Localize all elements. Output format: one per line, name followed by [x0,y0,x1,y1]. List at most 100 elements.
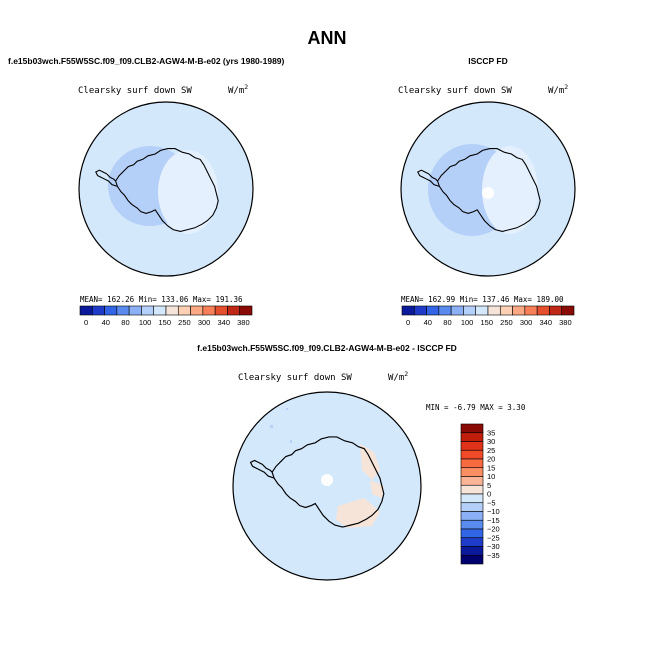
colorbar-model-tick-label: 150 [159,318,172,327]
colorbar-model-tick-label: 300 [198,318,211,327]
colorbar-diff-tick-label: −5 [487,498,496,507]
map-obs [401,102,575,276]
colorbar-diff-swatch [460,449,484,460]
map-obs-border [400,101,576,277]
colorbar-obs-tick-label: 80 [443,318,451,327]
colorbar-obs-swatch [463,305,477,316]
panel-obs-units: W/m2 [548,83,568,96]
colorbar-diff-tick-label: −15 [487,516,500,525]
colorbar-model-swatch [153,305,167,316]
colorbar-obs-tick-label: 340 [539,318,552,327]
colorbar-diff-swatch [460,423,484,434]
colorbar-obs-swatch [475,305,489,316]
colorbar-model-tick-label: 380 [237,318,250,327]
map-diff-pole-hole [321,474,333,486]
colorbar-model-swatch [202,305,216,316]
colorbar-model-swatch [227,305,241,316]
map-diff-dot-1 [270,425,273,428]
colorbar-model-swatch [214,305,228,316]
colorbar-obs-tick-label: 40 [424,318,432,327]
panel-model: f.e15b03wch.F55W5SC.f09_f09.CLB2-AGW4-M-… [8,56,285,327]
colorbar-model: 0 40 80 100 150 250 300 340 380 [79,305,253,327]
colorbar-model-tick-label: 340 [217,318,230,327]
colorbar-obs-swatch [413,305,427,316]
map-diff-border [232,391,422,581]
figure-title: ANN [308,28,347,48]
colorbar-obs: 0 40 80 100 150 250 300 340 380 [401,305,575,327]
map-diff-warm-south [336,498,380,528]
colorbar-diff-swatch [460,458,484,469]
panel-diff-minmax: MIN = -6.79 MAX = 3.30 [426,403,526,412]
map-diff-warm-east [360,444,380,480]
colorbar-diff-tick-label: 15 [487,463,495,472]
colorbar-obs-swatch [450,305,464,316]
colorbar-diff-swatch [460,528,484,539]
colorbar-obs-tick-label: 380 [559,318,572,327]
colorbar-obs-tick-label: 100 [461,318,474,327]
colorbar-diff-swatch [460,502,484,512]
colorbar-obs-swatch [401,305,415,316]
panel-diff-units: W/m2 [388,370,408,383]
colorbar-diff-tick-label: −35 [487,551,500,560]
colorbar-model-swatch [239,305,253,316]
colorbar-obs-swatch [536,305,550,316]
colorbar-obs-tick-label: 0 [406,318,410,327]
colorbar-obs-swatch [561,305,575,316]
colorbar-obs-swatch [487,305,501,316]
colorbar-obs-swatch [438,305,452,316]
colorbar-diff-tick-label: 10 [487,472,495,481]
colorbar-model-tick-label: 250 [178,318,191,327]
colorbar-diff-swatch [460,493,484,504]
panel-obs-variable: Clearsky surf down SW [398,86,512,96]
colorbar-model-swatch [128,305,142,316]
panel-model-header: f.e15b03wch.F55W5SC.f09_f09.CLB2-AGW4-M-… [8,56,285,66]
colorbar-model-swatch [190,305,204,316]
colorbar-obs-swatch [524,305,538,316]
colorbar-model-swatch [104,305,118,316]
colorbar-diff-swatch [460,476,484,486]
colorbar-model-tick-label: 100 [139,318,152,327]
colorbar-model-swatch [177,305,191,316]
colorbar-obs-tick-label: 150 [481,318,494,327]
panel-diff-header: f.e15b03wch.F55W5SC.f09_f09.CLB2-AGW4-M-… [197,343,457,353]
panel-model-units: W/m2 [228,83,248,96]
colorbar-diff-swatch [460,484,484,495]
colorbar-diff-swatch [460,432,484,442]
panel-obs-header: ISCCP FD [468,56,508,66]
map-model [79,102,253,276]
map-diff [233,392,421,580]
colorbar-diff-swatch [460,441,484,451]
colorbar-model-tick-label: 0 [84,318,88,327]
colorbar-diff-tick-label: 5 [487,481,491,490]
panel-obs: ISCCP FD Clearsky surf down SW W/m2 MEAN… [398,56,576,327]
map-diff-dot-3 [286,408,288,410]
panel-diff: f.e15b03wch.F55W5SC.f09_f09.CLB2-AGW4-M-… [197,343,526,581]
colorbar-diff-tick-label: 20 [487,455,495,464]
colorbar-obs-swatch [549,305,563,316]
colorbar-diff-tick-label: 0 [487,490,491,499]
colorbar-obs-tick-label: 300 [520,318,533,327]
colorbar-diff-tick-label: 25 [487,446,495,455]
panel-diff-variable: Clearsky surf down SW [238,373,352,383]
colorbar-diff-swatch [460,546,484,556]
colorbar-model-swatch [79,305,93,316]
colorbar-diff-swatch [460,511,484,521]
colorbar-obs-tick-label: 250 [500,318,513,327]
colorbar-diff-tick-label: 30 [487,437,495,446]
map-model-border [78,101,254,277]
colorbar-diff-swatch [460,467,484,477]
colorbar-diff-swatch [460,519,484,530]
colorbar-obs-swatch [499,305,513,316]
colorbar-diff-tick-label: −25 [487,533,500,542]
panel-obs-stats: MEAN= 162.99 Min= 137.46 Max= 189.00 [401,295,564,304]
colorbar-diff-tick-label: −30 [487,542,500,551]
colorbar-model-tick-label: 40 [102,318,110,327]
colorbar-obs-swatch [426,305,440,316]
colorbar-model-swatch [91,305,105,316]
colorbar-model-tick-label: 80 [121,318,129,327]
colorbar-diff-tick-label: −20 [487,525,500,534]
colorbar-diff-tick-label: 35 [487,428,495,437]
colorbar-diff-swatch [460,537,484,547]
